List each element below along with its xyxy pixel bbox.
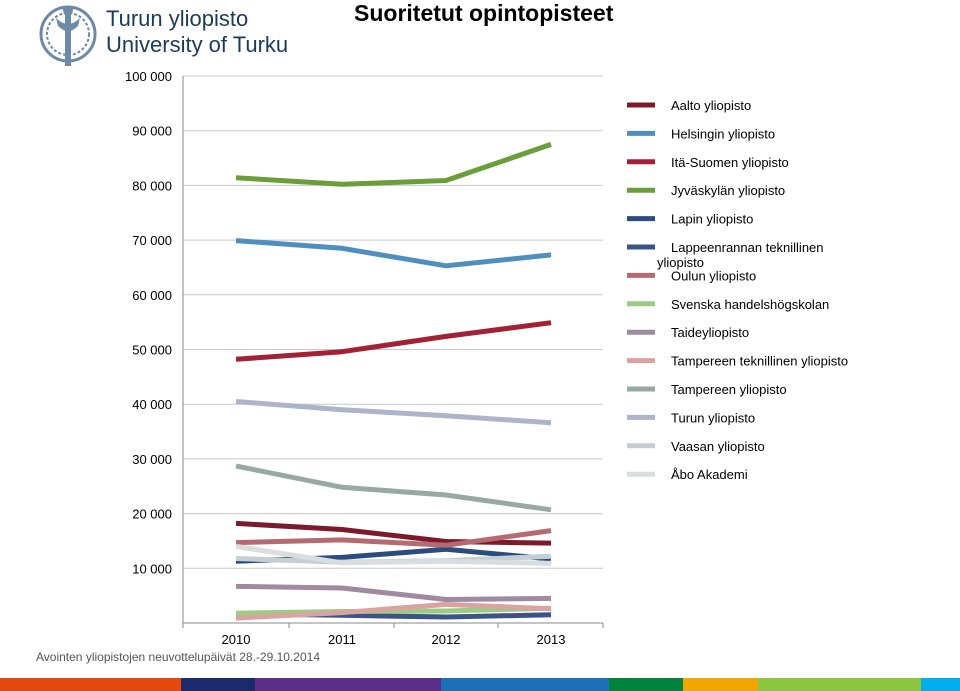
series-line	[235, 399, 552, 426]
y-tick-label: 60 000	[132, 288, 172, 303]
x-tick-label: 2012	[432, 632, 461, 647]
logo-name-english: University of Turku	[106, 32, 289, 57]
series-line	[235, 238, 552, 269]
x-tick-label: 2013	[537, 632, 566, 647]
legend-label: Oulun yliopisto	[671, 268, 756, 283]
legend: Aalto yliopisto Helsingin yliopisto Itä-Su…	[627, 98, 848, 482]
legend-label: Jyväskylän yliopisto	[671, 183, 785, 198]
y-tick-label: 100 000	[125, 69, 172, 84]
x-tick-label: 2011	[328, 632, 356, 647]
series-line	[235, 543, 552, 566]
series-layer	[235, 142, 552, 621]
brand-color-segment	[254, 678, 442, 691]
logo-name-finnish: Turun yliopisto	[106, 6, 249, 31]
legend-label: Tampereen teknillinen yliopisto	[671, 354, 848, 369]
axis-layer: 10 000 20 000 30 000 40 000 50 000 60 000 70 0…	[125, 69, 604, 647]
brand-color-segment	[757, 678, 921, 691]
brand-color-segment	[180, 678, 255, 691]
series-line	[235, 601, 552, 621]
legend-label: Lappeenrannan teknillinen yliopisto	[657, 240, 824, 270]
y-tick-label: 50 000	[132, 343, 172, 358]
y-tick-label: 30 000	[132, 452, 172, 467]
series-line	[235, 463, 552, 513]
brand-color-segment	[441, 678, 610, 691]
legend-label: Taideyliopisto	[671, 325, 749, 340]
series-line	[235, 583, 552, 602]
legend-label: Vaasan yliopisto	[671, 439, 765, 454]
legend-label: Tampereen yliopisto	[671, 382, 787, 397]
series-line	[235, 142, 552, 187]
y-tick-label: 20 000	[132, 507, 172, 522]
y-tick-label: 70 000	[132, 233, 172, 248]
legend-label: Aalto yliopisto	[671, 98, 751, 113]
x-tick-label: 2010	[222, 632, 251, 647]
legend-label: Helsingin yliopisto	[671, 126, 775, 141]
chart-title: Suoritetut opintopisteet	[354, 0, 614, 26]
university-logo: Turun yliopisto University of Turku	[38, 4, 288, 68]
legend-label: Itä-Suomen yliopisto	[671, 155, 789, 170]
series-line	[235, 520, 552, 546]
legend-label: Lapin yliopisto	[671, 212, 753, 227]
brand-color-bar	[0, 678, 960, 691]
legend-label: Turun yliopisto	[671, 410, 755, 425]
legend-label: Svenska handelshögskolan	[671, 297, 829, 312]
brand-color-segment	[920, 678, 960, 691]
y-tick-label: 90 000	[132, 124, 172, 139]
torch-emblem-icon	[39, 5, 97, 66]
y-tick-label: 10 000	[132, 561, 172, 576]
legend-label: Åbo Akademi	[671, 467, 748, 482]
series-line	[235, 605, 552, 616]
y-tick-label: 40 000	[132, 397, 172, 412]
brand-color-segment	[0, 678, 181, 691]
y-tick-label: 80 000	[132, 178, 172, 193]
series-line	[235, 528, 552, 548]
series-line	[235, 320, 552, 362]
brand-color-segment	[682, 678, 758, 691]
brand-color-segment	[609, 678, 683, 691]
footer-text: Avointen yliopistojen neuvottelupäivät 2…	[36, 650, 320, 664]
